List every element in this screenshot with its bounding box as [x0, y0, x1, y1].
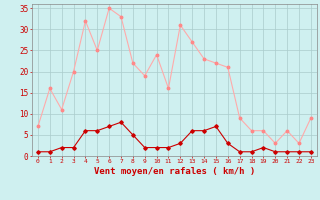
X-axis label: Vent moyen/en rafales ( km/h ): Vent moyen/en rafales ( km/h ): [94, 167, 255, 176]
